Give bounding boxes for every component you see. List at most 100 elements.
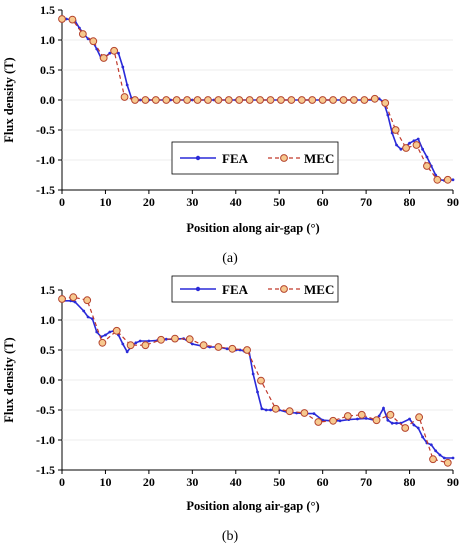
y-tick-label: 0.5: [40, 343, 55, 357]
y-tick-label: 1.0: [40, 33, 55, 47]
x-tick-label: 10: [99, 195, 111, 209]
mec-series-line: [61, 296, 448, 464]
legend-fea-marker: [195, 155, 201, 161]
mec-point: [287, 96, 296, 104]
mec-point: [126, 341, 135, 350]
fea-point: [395, 421, 398, 425]
y-tick-label: -1.5: [36, 183, 55, 197]
mec-point: [78, 30, 87, 38]
y-tick-label: 0.0: [40, 373, 55, 387]
mec-point: [300, 409, 309, 417]
fea-point: [260, 407, 264, 411]
x-tick-label: 80: [404, 475, 416, 489]
mec-point: [285, 407, 294, 416]
fea-point: [338, 419, 342, 423]
x-tick-label: 0: [59, 475, 65, 489]
fea-point: [364, 417, 368, 420]
legend-fea-label: FEA: [222, 151, 249, 166]
fea-point: [438, 453, 442, 457]
x-axis-label-b: Position along air-gap (°): [186, 499, 319, 513]
mec-point: [141, 341, 150, 350]
panel-b: 1.5 1.0 0.5 0.0 -0.5 -1.0 -1.5 0 10 20 30 40 50 60 70 8…: [2, 275, 459, 544]
mec-point: [257, 376, 265, 385]
fea-point: [356, 417, 359, 421]
fea-point: [225, 347, 229, 351]
fea-point: [382, 406, 385, 410]
legend-mec-label: MEC: [304, 151, 334, 166]
mec-point: [224, 96, 233, 104]
fea-point: [434, 449, 438, 453]
mec-point: [329, 96, 337, 104]
fea-point: [190, 98, 194, 102]
y-tick-label: 1.0: [40, 313, 55, 327]
mec-point: [204, 96, 212, 104]
x-tick-label: 50: [273, 475, 285, 489]
fea-point: [108, 330, 112, 334]
x-tick-label: 40: [230, 195, 242, 209]
mec-point: [271, 404, 280, 413]
mec-point: [386, 410, 395, 419]
fea-point: [390, 421, 394, 425]
mec-point: [141, 96, 150, 104]
fea-point: [399, 147, 403, 151]
mec-point: [401, 424, 410, 432]
mec-point: [443, 458, 452, 467]
legend-fea-label: FEA: [222, 282, 249, 297]
mec-point: [412, 141, 421, 149]
mec-point: [151, 96, 160, 104]
panel-label-a: (a): [222, 251, 238, 266]
fea-point: [451, 178, 455, 182]
mec-point: [308, 96, 317, 104]
mec-point: [58, 15, 66, 23]
fea-point: [125, 83, 129, 87]
mec-point: [185, 335, 194, 344]
legend-mec-marker: [280, 285, 288, 293]
fea-point: [256, 390, 259, 394]
fea-point: [251, 372, 255, 376]
mec-point: [402, 144, 410, 152]
mec-point: [58, 295, 66, 303]
mec-point: [68, 15, 77, 24]
fea-point: [147, 339, 151, 343]
mec-point: [329, 416, 337, 425]
mec-point: [89, 37, 98, 46]
fea-point: [125, 350, 129, 354]
x-tick-label: 60: [317, 195, 329, 209]
mec-point: [245, 96, 254, 104]
fea-point: [264, 408, 268, 412]
mec-point: [297, 96, 306, 104]
x-tick-label: 70: [360, 475, 372, 489]
y-tick-label: -1.5: [36, 463, 55, 477]
mec-point: [183, 96, 192, 104]
mec-point: [235, 96, 244, 104]
fea-point: [269, 408, 272, 412]
fea-point: [412, 139, 416, 143]
x-tick-label: 90: [447, 475, 459, 489]
fea-point: [190, 342, 194, 346]
legend-mec-label: MEC: [304, 282, 334, 297]
x-tick-label: 10: [99, 475, 111, 489]
y-tick-label: -0.5: [36, 403, 55, 417]
mec-point: [112, 326, 121, 335]
x-tick-label: 90: [447, 195, 459, 209]
fea-point: [412, 423, 416, 427]
mec-point: [360, 96, 369, 104]
x-tick-label: 80: [404, 195, 416, 209]
fea-point: [121, 342, 125, 346]
fea-point: [312, 412, 316, 415]
mec-point: [98, 338, 107, 347]
mec-point: [318, 96, 327, 104]
fea-point: [386, 113, 390, 117]
y-tick-label: -1.0: [36, 153, 55, 167]
fea-point: [395, 143, 398, 147]
fea-point: [138, 339, 142, 343]
mec-point: [228, 344, 237, 353]
mec-point: [120, 93, 129, 101]
mec-point: [256, 96, 265, 104]
mec-point: [157, 335, 165, 344]
x-tick-label: 40: [230, 475, 242, 489]
fea-point: [86, 315, 90, 319]
fea-point: [73, 300, 77, 304]
y-tick-label: 1.5: [40, 283, 55, 297]
fea-point: [164, 337, 168, 341]
